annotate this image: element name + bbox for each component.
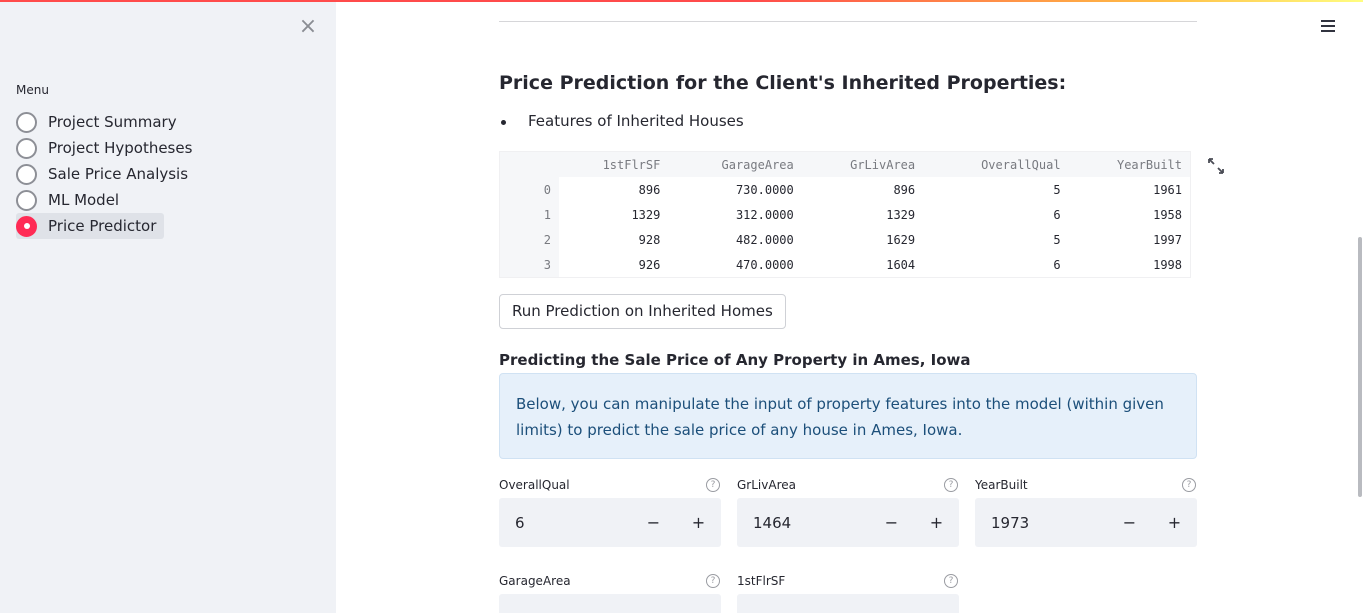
radio-circle-icon[interactable] xyxy=(16,189,37,211)
help-icon[interactable]: ? xyxy=(944,478,958,492)
row-index: 1 xyxy=(500,202,559,227)
bullet-dot-icon xyxy=(501,120,506,125)
number-input-field[interactable]: 1973 xyxy=(991,513,1030,532)
hamburger-menu-icon[interactable] xyxy=(1321,20,1337,36)
table-cell: 928 xyxy=(638,232,661,247)
input-label: YearBuilt xyxy=(975,478,1028,492)
table-header-row: 1stFlrSF GarageArea GrLivArea OverallQua… xyxy=(500,152,1190,177)
number-input-field[interactable]: 6 xyxy=(515,513,525,532)
radio-circle-icon[interactable] xyxy=(16,111,37,133)
table-cell: 1998 xyxy=(1153,257,1182,272)
close-icon[interactable]: × xyxy=(298,14,318,39)
help-icon[interactable]: ? xyxy=(706,478,720,492)
number-input-box: 6 − + xyxy=(499,498,721,547)
table-row: 1 1329 312.0000 1329 6 1958 xyxy=(500,202,1190,227)
scrollbar[interactable] xyxy=(1358,237,1362,497)
column-header[interactable]: OverallQual xyxy=(923,152,1069,177)
radio-label: Price Predictor xyxy=(48,217,157,235)
radio-price-predictor[interactable]: Price Predictor xyxy=(16,213,165,239)
table-cell: 730.0000 xyxy=(735,182,794,197)
fullscreen-expand-icon[interactable] xyxy=(1207,157,1225,175)
decrement-button[interactable]: − xyxy=(646,513,661,532)
table-row: 0 896 730.0000 896 5 1961 xyxy=(500,177,1190,202)
dataframe[interactable]: 1stFlrSF GarageArea GrLivArea OverallQua… xyxy=(499,151,1191,278)
table-cell: 1604 xyxy=(886,257,916,272)
decrement-button[interactable]: − xyxy=(884,513,899,532)
info-box: Below, you can manipulate the input of p… xyxy=(499,373,1197,459)
table-cell: 6 xyxy=(1053,207,1061,222)
table-cell: 1629 xyxy=(886,232,916,247)
input-label: GarageArea xyxy=(499,574,571,588)
section-heading: Price Prediction for the Client's Inheri… xyxy=(499,72,1067,94)
radio-label: ML Model xyxy=(48,191,120,209)
increment-button[interactable]: + xyxy=(1167,513,1182,532)
decrement-button[interactable]: − xyxy=(1122,513,1137,532)
radio-circle-icon[interactable] xyxy=(16,163,37,185)
column-header xyxy=(500,152,559,177)
row-index: 3 xyxy=(500,252,559,277)
table-cell: 6 xyxy=(1053,257,1061,272)
number-input-box: 1973 − + xyxy=(975,498,1197,547)
sidebar: × Menu Project Summary Project Hypothese… xyxy=(0,0,336,613)
top-decoration-bar xyxy=(0,0,1363,2)
radio-sale-price-analysis[interactable]: Sale Price Analysis xyxy=(16,161,200,187)
radio-project-hypotheses[interactable]: Project Hypotheses xyxy=(16,135,200,161)
radio-circle-icon[interactable] xyxy=(16,137,37,159)
bullet-text: Features of Inherited Houses xyxy=(528,112,744,130)
input-label: GrLivArea xyxy=(737,478,796,492)
table-cell: 1329 xyxy=(631,207,661,222)
column-header[interactable]: GarageArea xyxy=(668,152,802,177)
menu-label: Menu xyxy=(16,83,49,97)
table-row: 2 928 482.0000 1629 5 1997 xyxy=(500,227,1190,252)
radio-label: Project Summary xyxy=(48,113,177,131)
subheading: Predicting the Sale Price of Any Propert… xyxy=(499,351,971,369)
radio-ml-model[interactable]: ML Model xyxy=(16,187,200,213)
table-cell: 896 xyxy=(638,182,661,197)
radio-project-summary[interactable]: Project Summary xyxy=(16,109,200,135)
table-cell: 470.0000 xyxy=(735,257,794,272)
table-cell: 896 xyxy=(893,182,916,197)
radio-selected-icon[interactable] xyxy=(16,215,37,237)
table-cell: 1329 xyxy=(886,207,916,222)
table-cell: 1997 xyxy=(1153,232,1182,247)
radio-label: Project Hypotheses xyxy=(48,139,193,157)
number-input-box: 1464 − + xyxy=(737,498,959,547)
table-cell: 482.0000 xyxy=(735,232,794,247)
help-icon[interactable]: ? xyxy=(944,574,958,588)
radio-label: Sale Price Analysis xyxy=(48,165,189,183)
help-icon[interactable]: ? xyxy=(706,574,720,588)
run-prediction-button[interactable]: Run Prediction on Inherited Homes xyxy=(499,294,786,329)
divider xyxy=(499,21,1197,22)
increment-button[interactable]: + xyxy=(691,513,706,532)
column-header[interactable]: YearBuilt xyxy=(1068,152,1190,177)
table-cell: 1958 xyxy=(1153,207,1182,222)
number-input-box xyxy=(737,594,959,613)
table-cell: 5 xyxy=(1053,232,1061,247)
input-label: 1stFlrSF xyxy=(737,574,786,588)
table-cell: 1961 xyxy=(1153,182,1182,197)
row-index: 2 xyxy=(500,227,559,252)
column-header[interactable]: 1stFlrSF xyxy=(559,152,669,177)
column-header[interactable]: GrLivArea xyxy=(801,152,924,177)
number-input-field[interactable]: 1464 xyxy=(753,513,792,532)
help-icon[interactable]: ? xyxy=(1182,478,1196,492)
table-cell: 5 xyxy=(1053,182,1061,197)
table-row: 3 926 470.0000 1604 6 1998 xyxy=(500,252,1190,277)
table-cell: 926 xyxy=(638,257,661,272)
menu-radio-group: Project Summary Project Hypotheses Sale … xyxy=(16,109,200,241)
input-label: OverallQual xyxy=(499,478,570,492)
row-index: 0 xyxy=(500,177,559,202)
table-cell: 312.0000 xyxy=(735,207,794,222)
number-input-box xyxy=(499,594,721,613)
increment-button[interactable]: + xyxy=(929,513,944,532)
